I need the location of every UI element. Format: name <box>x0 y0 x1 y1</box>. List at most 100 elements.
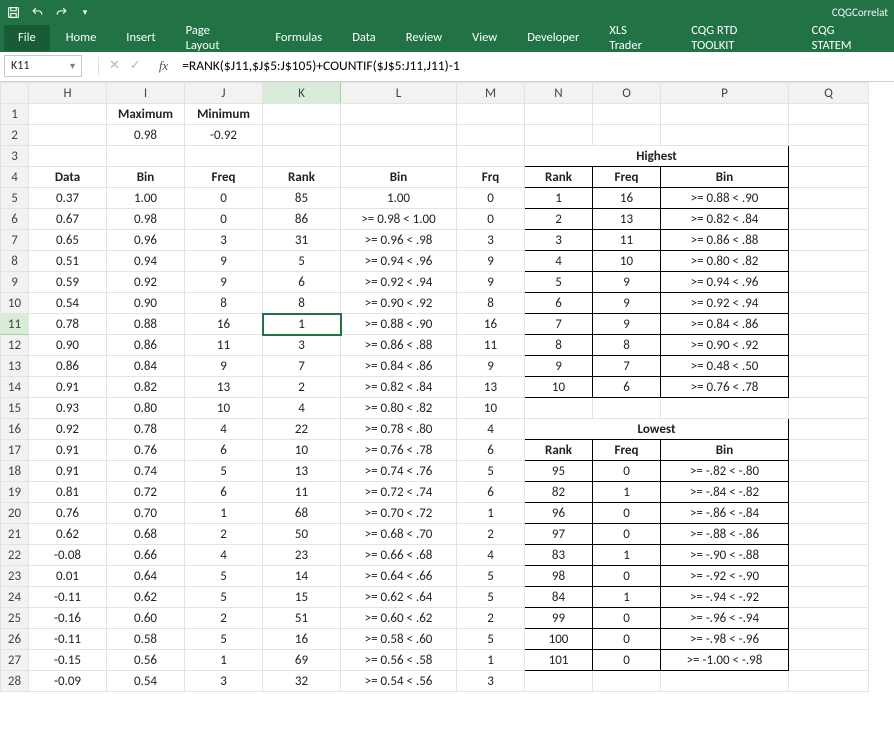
cell[interactable] <box>457 104 525 125</box>
row-header-26[interactable]: 26 <box>1 629 29 650</box>
row-header-24[interactable]: 24 <box>1 587 29 608</box>
cell-frq[interactable]: 5 <box>457 587 525 608</box>
col-header-P[interactable]: P <box>661 83 789 104</box>
cell-rank[interactable]: 51 <box>263 608 341 629</box>
ribbon-tab-home[interactable]: Home <box>52 25 111 51</box>
col-header-O[interactable]: O <box>593 83 661 104</box>
col-header-H[interactable]: H <box>29 83 107 104</box>
cell-frq[interactable]: 1 <box>457 503 525 524</box>
cell-frq[interactable]: 0 <box>457 209 525 230</box>
cell-freq[interactable]: 5 <box>185 461 263 482</box>
lowest-rank[interactable]: 98 <box>525 566 593 587</box>
row-header-13[interactable]: 13 <box>1 356 29 377</box>
lowest-bin[interactable]: >= -.90 < -.88 <box>661 545 789 566</box>
cell-rank[interactable]: 6 <box>263 272 341 293</box>
cell-data[interactable]: 0.81 <box>29 482 107 503</box>
cell-binL[interactable]: >= 0.92 < .94 <box>341 272 457 293</box>
ribbon-tab-developer[interactable]: Developer <box>513 25 593 51</box>
cell[interactable] <box>789 608 869 629</box>
cell-frq[interactable]: 0 <box>457 188 525 209</box>
highest-rank[interactable]: 2 <box>525 209 593 230</box>
cell-bin[interactable]: 0.60 <box>107 608 185 629</box>
col-header-L[interactable]: L <box>341 83 457 104</box>
cell[interactable] <box>185 146 263 167</box>
cell-rank[interactable]: 15 <box>263 587 341 608</box>
cell-bin[interactable]: 0.72 <box>107 482 185 503</box>
cell-freq[interactable]: 16 <box>185 314 263 335</box>
cell-binL[interactable]: >= 0.60 < .62 <box>341 608 457 629</box>
cell-freq[interactable]: 8 <box>185 293 263 314</box>
highest-freq[interactable]: 7 <box>593 356 661 377</box>
cell-data[interactable]: 0.59 <box>29 272 107 293</box>
cell[interactable] <box>789 146 869 167</box>
row-header-5[interactable]: 5 <box>1 188 29 209</box>
row-header-4[interactable]: 4 <box>1 167 29 188</box>
highest-rank[interactable]: 8 <box>525 335 593 356</box>
row-header-1[interactable]: 1 <box>1 104 29 125</box>
row-header-18[interactable]: 18 <box>1 461 29 482</box>
highest-bin[interactable]: >= 0.80 < .82 <box>661 251 789 272</box>
cell-data[interactable]: -0.08 <box>29 545 107 566</box>
col-header-M[interactable]: M <box>457 83 525 104</box>
lowest-rank[interactable]: 96 <box>525 503 593 524</box>
cell-frq[interactable]: 4 <box>457 419 525 440</box>
highest-freq[interactable]: 9 <box>593 272 661 293</box>
col-header-J[interactable]: J <box>185 83 263 104</box>
highest-rank[interactable]: 5 <box>525 272 593 293</box>
cell[interactable] <box>593 398 661 419</box>
cell-bin[interactable]: 0.90 <box>107 293 185 314</box>
cell-frq[interactable]: 6 <box>457 482 525 503</box>
cell[interactable] <box>661 104 789 125</box>
cell-binL[interactable]: 1.00 <box>341 188 457 209</box>
lowest-bin[interactable]: >= -.98 < -.96 <box>661 629 789 650</box>
cell[interactable] <box>525 125 593 146</box>
cell-rank[interactable]: 10 <box>263 440 341 461</box>
cell-binL[interactable]: >= 0.58 < .60 <box>341 629 457 650</box>
cell-rank[interactable]: 16 <box>263 629 341 650</box>
cell-data[interactable]: 0.62 <box>29 524 107 545</box>
cell-freq[interactable]: 10 <box>185 398 263 419</box>
cell-rank[interactable]: 11 <box>263 482 341 503</box>
cell[interactable] <box>789 419 869 440</box>
cell[interactable] <box>593 104 661 125</box>
cell-bin[interactable]: 0.96 <box>107 230 185 251</box>
lowest-freq[interactable]: 0 <box>593 608 661 629</box>
cell-rank[interactable]: 3 <box>263 335 341 356</box>
cell-binL[interactable]: >= 0.72 < .74 <box>341 482 457 503</box>
save-icon[interactable] <box>6 5 20 19</box>
cell-binL[interactable]: >= 0.82 < .84 <box>341 377 457 398</box>
cell[interactable] <box>593 125 661 146</box>
cell[interactable] <box>789 587 869 608</box>
cell-bin[interactable]: 0.62 <box>107 587 185 608</box>
cell[interactable] <box>789 356 869 377</box>
cell-freq[interactable]: 11 <box>185 335 263 356</box>
cell-data[interactable]: 0.91 <box>29 440 107 461</box>
ribbon-tab-cqg-rtd-toolkit[interactable]: CQG RTD TOOLKIT <box>677 18 795 59</box>
cell[interactable] <box>789 377 869 398</box>
formula-input[interactable] <box>172 55 890 77</box>
cell-binL[interactable]: >= 0.90 < .92 <box>341 293 457 314</box>
row-header-25[interactable]: 25 <box>1 608 29 629</box>
row-header-23[interactable]: 23 <box>1 566 29 587</box>
cell-binL[interactable]: >= 0.62 < .64 <box>341 587 457 608</box>
cell-binL[interactable]: >= 0.94 < .96 <box>341 251 457 272</box>
lowest-freq[interactable]: 1 <box>593 545 661 566</box>
ribbon-tab-formulas[interactable]: Formulas <box>261 25 336 51</box>
customize-qat-icon[interactable]: ▾ <box>78 5 92 19</box>
row-header-22[interactable]: 22 <box>1 545 29 566</box>
cell[interactable] <box>789 503 869 524</box>
cell-binL[interactable]: >= 0.68 < .70 <box>341 524 457 545</box>
row-header-11[interactable]: 11 <box>1 314 29 335</box>
cell-binL[interactable]: >= 0.78 < .80 <box>341 419 457 440</box>
lowest-bin[interactable]: >= -.82 < -.80 <box>661 461 789 482</box>
cell-data[interactable]: 0.37 <box>29 188 107 209</box>
cell-binL[interactable]: >= 0.76 < .78 <box>341 440 457 461</box>
cell-data[interactable]: 0.93 <box>29 398 107 419</box>
cell-rank[interactable]: 5 <box>263 251 341 272</box>
cell-bin[interactable]: 0.68 <box>107 524 185 545</box>
lowest-bin[interactable]: >= -.96 < -.94 <box>661 608 789 629</box>
cell-freq[interactable]: 0 <box>185 188 263 209</box>
cell-freq[interactable]: 3 <box>185 230 263 251</box>
undo-icon[interactable] <box>30 5 44 19</box>
cell[interactable] <box>263 146 341 167</box>
